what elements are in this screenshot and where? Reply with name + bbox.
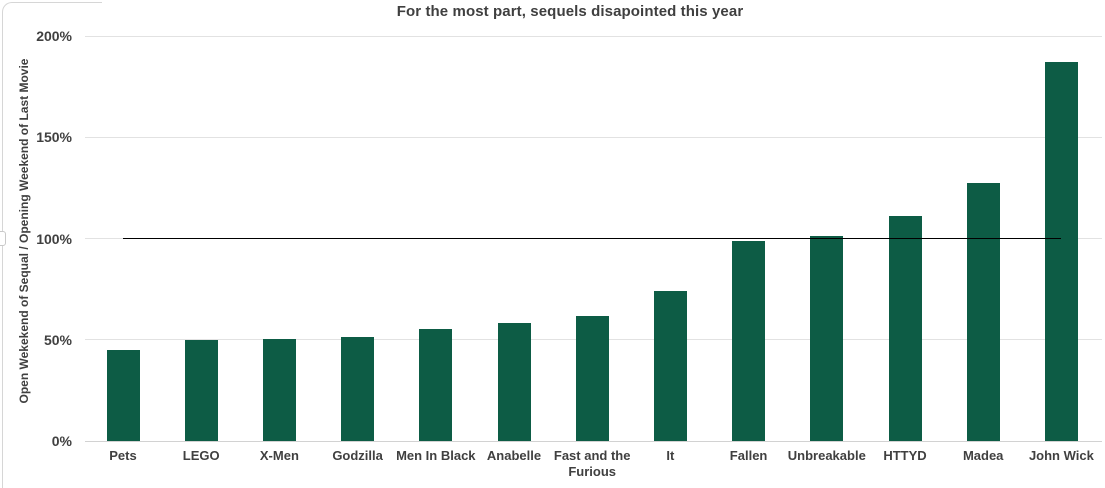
x-category-label-madea: Madea	[962, 448, 1004, 463]
y-tick-label-0pct: 0%	[51, 433, 72, 449]
x-category-label-men-in-black: Men In Black	[396, 448, 476, 463]
x-category-label-lego: LEGO	[182, 448, 220, 463]
bar-madea	[966, 182, 1000, 441]
x-category-label-anabelle: Anabelle	[486, 448, 542, 463]
x-category-label-fast-and-the-furious: Fast and the Furious	[553, 448, 631, 479]
bar-httyd	[888, 216, 922, 441]
bar-lego	[184, 339, 218, 441]
x-category-label-unbreakable: Unbreakable	[787, 448, 866, 463]
x-category-label-fallen: Fallen	[729, 448, 768, 463]
y-tick-label-200pct: 200%	[36, 28, 72, 44]
x-category-label-x-men: X-Men	[259, 448, 299, 463]
y-tick-label-50pct: 50%	[43, 331, 72, 348]
x-category-label-it: It	[666, 448, 675, 463]
bar-anabelle	[497, 322, 531, 441]
gridline-0pct	[85, 440, 1102, 442]
x-category-label-pets: Pets	[109, 448, 137, 463]
bar-fast-and-the-furious	[575, 316, 609, 441]
x-category-label-john-wick: John Wick	[1028, 448, 1094, 463]
x-category-label-httyd: HTTYD	[883, 448, 927, 463]
bar-unbreakable	[810, 236, 844, 441]
bar-men-in-black	[419, 328, 453, 441]
gridline-150pct	[85, 136, 1102, 138]
gridline-200pct	[85, 35, 1102, 37]
bar-it	[653, 291, 687, 441]
bar-x-men	[262, 338, 296, 441]
bar-godzilla	[341, 336, 375, 441]
y-tick-label-150pct: 150%	[36, 129, 72, 146]
bar-john-wick	[1044, 62, 1078, 441]
chart-title: For the most part, sequels disapointed t…	[396, 3, 744, 20]
x-category-label-godzilla: Godzilla	[332, 448, 383, 463]
chart-resize-handle[interactable]	[0, 231, 6, 246]
bar-pets	[106, 349, 140, 441]
bar-fallen	[732, 240, 766, 441]
reference-line-100pct	[123, 237, 1062, 239]
y-tick-label-100pct: 100%	[36, 230, 72, 247]
